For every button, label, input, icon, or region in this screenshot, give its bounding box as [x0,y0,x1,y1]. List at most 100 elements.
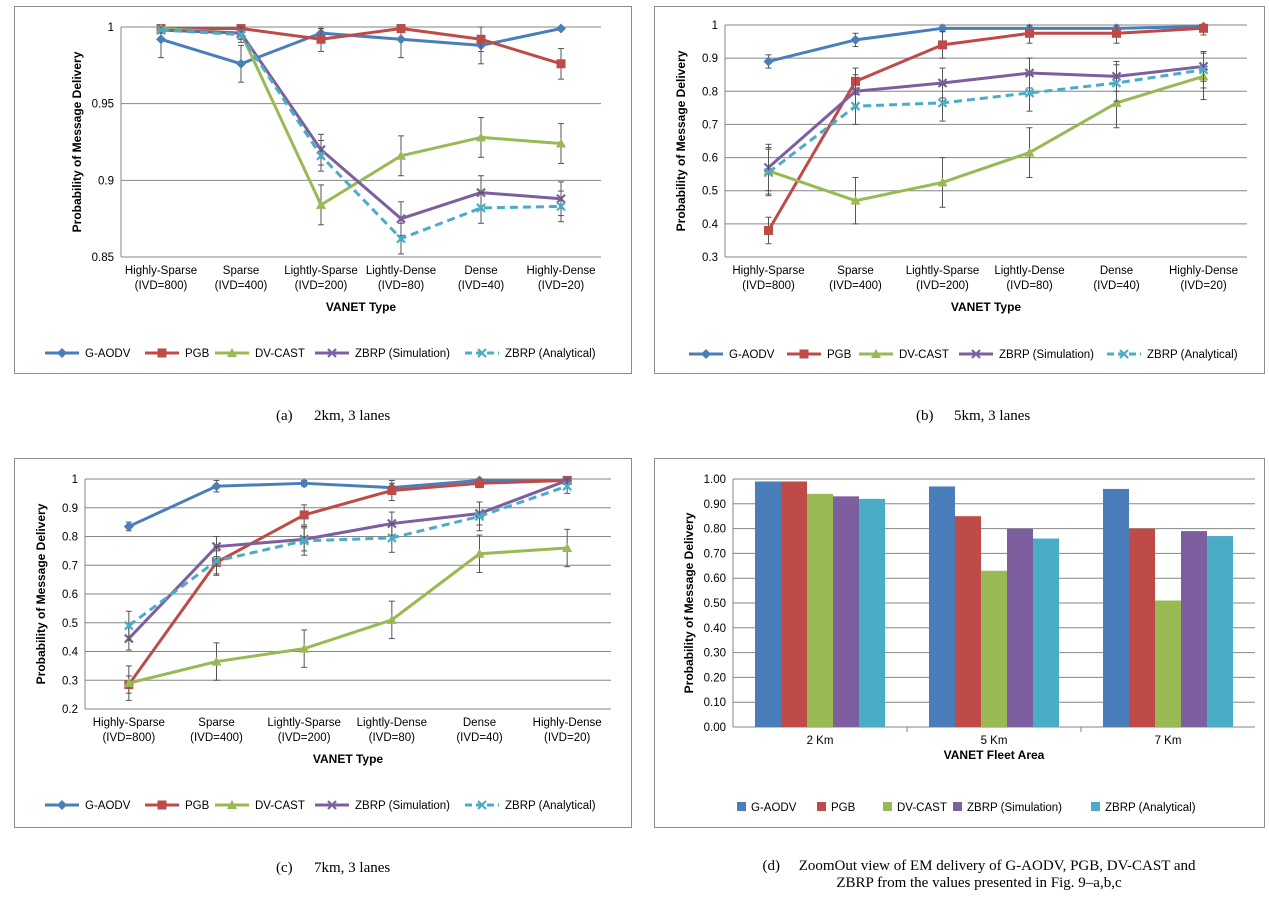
series-zbrp-simulation [833,496,1207,727]
chart-a-svg: 0.85 0.9 0.95 1 Probability of Message Deliv… [45,22,601,360]
caption-d-text-line2: ZBRP from the values presented in Fig. 9… [836,875,1122,891]
data-point [299,478,310,489]
data-point [1111,78,1122,88]
data-point [211,481,222,492]
legend-item-zbrp-simulation: ZBRP (Simulation) [315,348,450,360]
data-point [299,643,310,653]
bar [781,481,807,727]
y-axis-title: Probability of Message Delivery [682,512,696,693]
series-dv-cast [123,528,573,701]
y-tick-label: 0.3 [62,675,78,687]
series-line [128,478,568,528]
series-line [127,478,568,686]
bar [1155,600,1181,727]
x-tick-label: Highly-Sparse [125,265,197,277]
x-tick-sublabel: (IVD=800) [102,732,155,744]
y-tick-label: 0.85 [92,252,114,264]
data-point [474,548,485,558]
data-point [937,98,948,108]
y-tick-label: 0.50 [704,598,726,610]
data-point [556,59,566,69]
data-point [316,34,326,44]
legend-marker [57,348,67,358]
series-zbrp-analytical [156,25,566,255]
series-line [160,27,562,207]
data-point [1199,23,1208,33]
data-point [850,101,861,111]
series-g-aodv [755,481,1129,727]
x-tick-label: 5 Km [981,735,1008,747]
y-tick-label: 0.95 [92,99,114,111]
y-tick-label: 0.5 [62,618,78,630]
series-line [127,479,568,640]
series-g-aodv [763,21,1209,69]
chart-panel-b: 0.3 0.4 0.5 0.6 0.7 0.8 0.9 1 Probability of Mes… [654,6,1265,374]
data-point [937,23,948,34]
series-line [768,25,1204,63]
data-point [850,195,861,205]
legend-label: G-AODV [751,802,797,814]
caption-c-text: 7km, 3 lanes [314,860,391,876]
bar [955,516,981,727]
legend-label: G-AODV [85,348,131,360]
data-point [211,656,222,666]
data-point [236,58,246,69]
series-line [767,26,1204,232]
chart-c-svg: 0.2 0.3 0.4 0.5 0.6 0.7 0.8 0.9 1 Probability of … [34,474,611,812]
y-tick-label: 0.8 [62,532,78,544]
data-point [124,620,134,631]
legend-label: DV-CAST [897,802,947,814]
legend-marker [157,800,167,810]
x-tick-label: Highly-Dense [526,265,595,277]
data-point [556,138,566,148]
legend-marker [799,349,809,359]
x-tick-label: Lightly-Dense [357,717,427,729]
data-point [316,151,326,161]
caption-d-text-line1: ZoomOut view of EM delivery of G-AODV, P… [798,858,1196,874]
bar [1129,528,1155,727]
legend-item-g-aodv: G-AODV [737,802,797,814]
legend-marker [227,800,237,809]
y-tick-label: 0.60 [704,573,726,585]
y-tick-label: 0.40 [704,623,726,635]
legend-label: DV-CAST [899,349,949,361]
data-point [763,167,774,178]
y-axis-title: Probability of Message Delivery [674,50,688,231]
data-point [396,24,406,34]
y-tick-label: 0.9 [62,503,78,515]
y-axis-title: Probability of Message Delivery [34,503,48,684]
series-pgb [764,23,1208,245]
x-tick-label: Sparse [837,265,873,277]
data-point [316,199,326,209]
data-point [396,34,406,45]
x-tick-sublabel: (IVD=20) [544,732,591,744]
legend-item-g-aodv: G-AODV [45,348,131,360]
x-tick-sublabel: (IVD=800) [742,280,795,292]
legend-label: ZBRP (Analytical) [1105,802,1196,814]
data-point [475,478,484,488]
x-tick-label: Lightly-Sparse [267,717,341,729]
legend-marker [477,348,487,358]
x-tick-label: Sparse [198,717,234,729]
series-line [160,28,562,241]
legend-label: G-AODV [729,349,775,361]
legend-marker [971,349,981,359]
legend-label: ZBRP (Analytical) [1147,349,1238,361]
x-tick-label: 7 Km [1155,735,1182,747]
legend-item-zbrp-simulation: ZBRP (Simulation) [959,349,1094,361]
x-tick-label: Sparse [223,265,259,277]
legend-swatch [883,802,892,811]
legend-label: DV-CAST [255,348,305,360]
data-point [562,481,572,491]
bar [1007,528,1033,727]
data-point [1024,68,1035,78]
x-tick-label: Dense [464,265,497,277]
legend-item-zbrp-simulation: ZBRP (Simulation) [953,802,1062,814]
x-axis-title: VANET Type [951,300,1022,314]
legend-label: ZBRP (Simulation) [999,349,1094,361]
data-point [1024,147,1035,157]
data-point [850,34,861,45]
y-tick-label: 0.7 [702,119,718,131]
y-tick-label: 0.70 [704,548,726,560]
x-tick-sublabel: (IVD=80) [369,732,416,744]
